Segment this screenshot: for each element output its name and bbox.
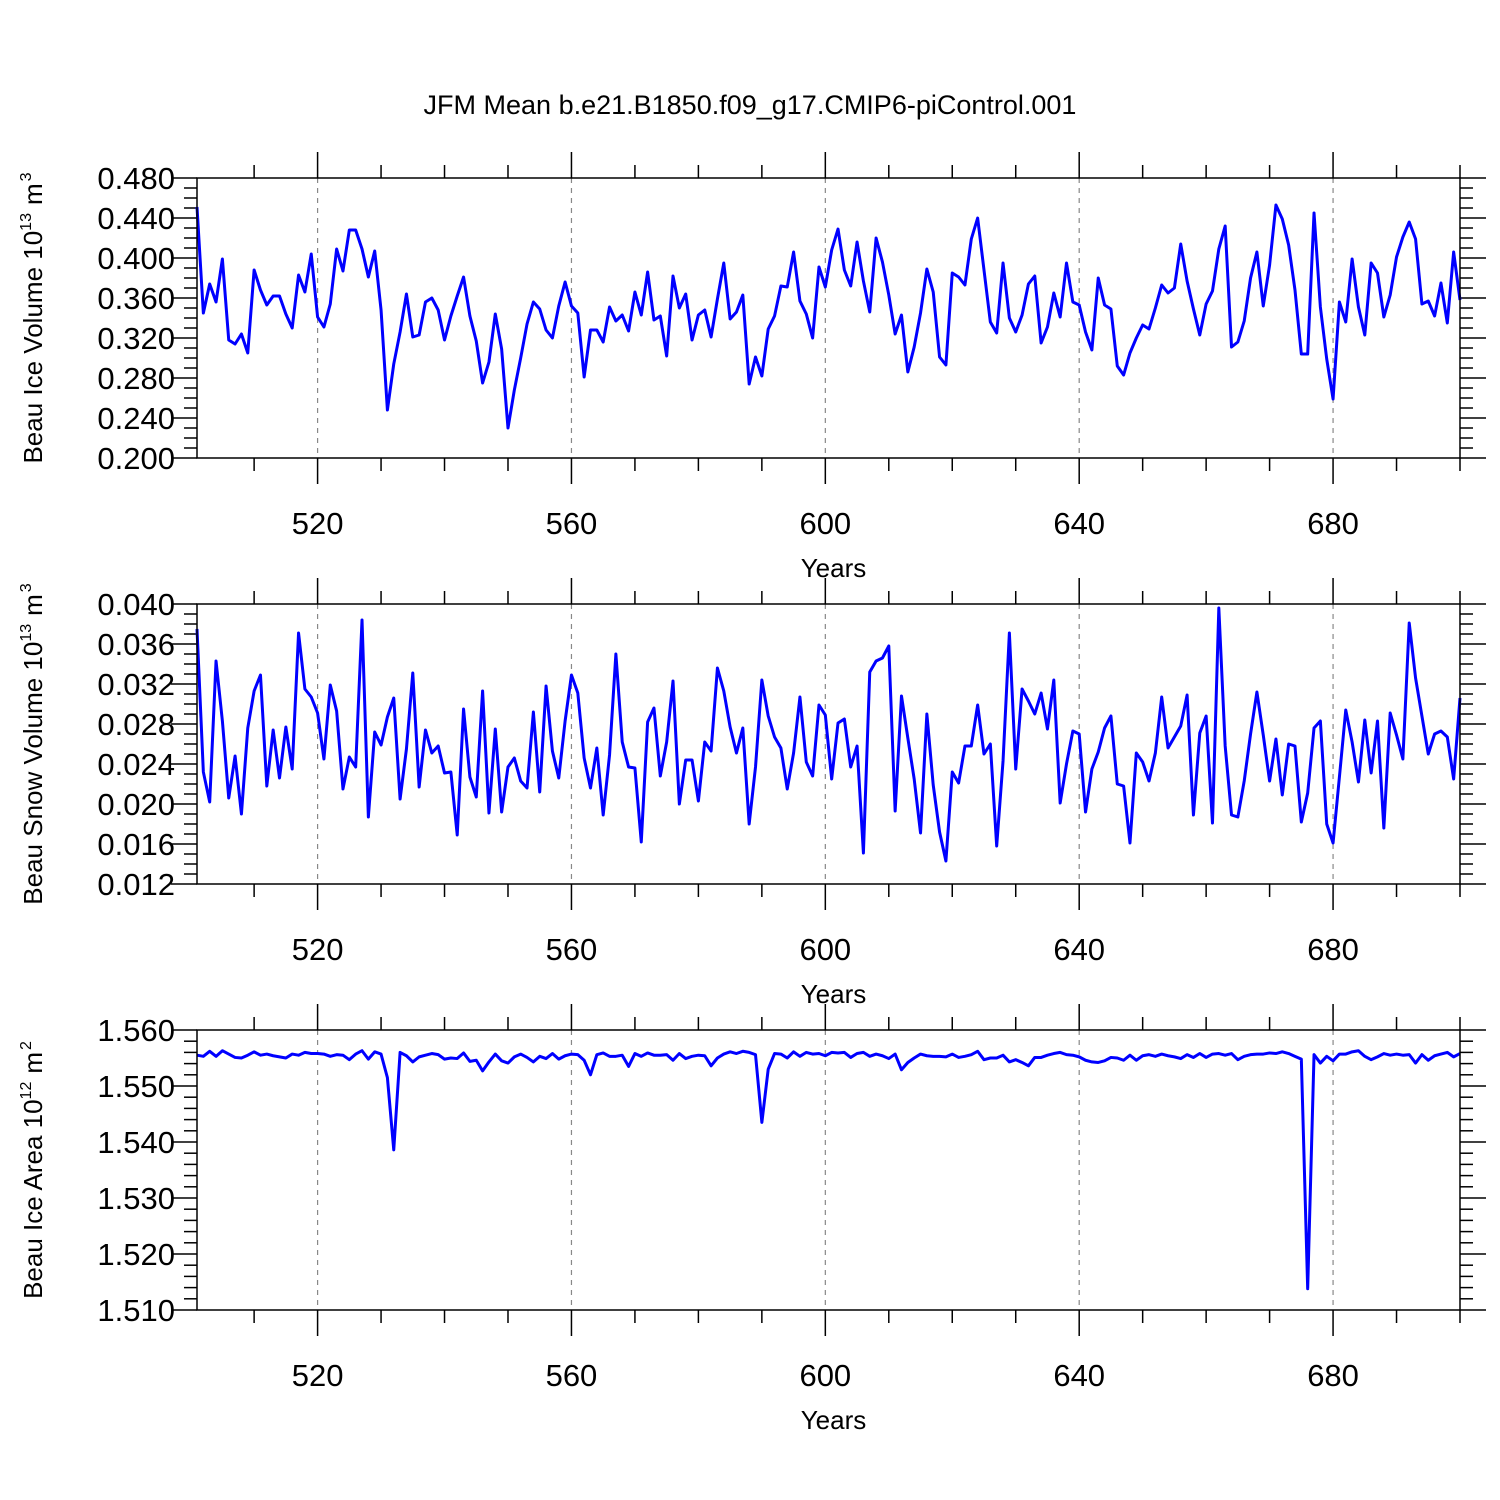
y-tick-label: 1.530 — [97, 1181, 175, 1216]
y-tick-label: 0.280 — [97, 361, 175, 396]
x-tick-label: 520 — [292, 1358, 344, 1393]
x-tick-label: 520 — [292, 932, 344, 967]
y-axis-title-unit-exponent: 3 — [18, 172, 35, 181]
y-tick-label: 1.550 — [97, 1069, 175, 1104]
y-tick-label: 1.520 — [97, 1237, 175, 1272]
x-tick-label: 640 — [1053, 932, 1105, 967]
y-tick-label: 1.510 — [97, 1293, 175, 1328]
y-axis-title-text: Beau Ice Area 10 — [18, 1099, 48, 1298]
y-tick-label: 0.028 — [97, 707, 175, 742]
data-line — [195, 606, 1462, 863]
y-tick-label: 0.032 — [97, 667, 175, 702]
y-axis-title-exponent: 13 — [18, 213, 35, 231]
x-tick-label: 640 — [1053, 1358, 1105, 1393]
y-tick-label: 0.024 — [97, 747, 175, 782]
x-tick-label: 680 — [1307, 932, 1359, 967]
x-tick-label: 560 — [546, 1358, 598, 1393]
figure-title: JFM Mean b.e21.B1850.f09_g17.CMIP6-piCon… — [424, 90, 1077, 120]
y-axis-title-unit: m — [18, 594, 48, 616]
x-tick-label: 520 — [292, 506, 344, 541]
x-tick-label: 560 — [546, 506, 598, 541]
x-tick-label: 600 — [799, 1358, 851, 1393]
y-axis-title: Beau Snow Volume 1013 m 3 — [18, 583, 48, 905]
x-axis-title: Years — [801, 979, 867, 1009]
x-tick-label: 680 — [1307, 506, 1359, 541]
y-tick-label: 0.360 — [97, 281, 175, 316]
x-tick-label: 640 — [1053, 506, 1105, 541]
plot-frame — [196, 177, 1461, 459]
y-tick-label: 1.560 — [97, 1013, 175, 1048]
y-axis-title-text: Beau Ice Volume 10 — [18, 231, 48, 464]
y-tick-label: 0.040 — [97, 587, 175, 622]
y-tick-label: 0.036 — [97, 627, 175, 662]
plot-frame — [196, 603, 1461, 885]
y-tick-label: 0.200 — [97, 441, 175, 476]
y-axis-title-unit: m — [18, 1052, 48, 1074]
data-line — [196, 1049, 1461, 1291]
y-axis-title: Beau Ice Area 1012 m 2 — [18, 1041, 48, 1299]
y-axis-title-text: Beau Snow Volume 10 — [18, 642, 48, 905]
y-tick-label: 0.020 — [97, 787, 175, 822]
data-line — [195, 203, 1462, 430]
y-axis-title-unit: m — [18, 183, 48, 205]
y-axis-title-exponent: 12 — [18, 1082, 35, 1100]
y-tick-label: 0.012 — [97, 867, 175, 902]
x-tick-label: 600 — [799, 506, 851, 541]
y-tick-label: 0.440 — [97, 201, 175, 236]
x-tick-label: 600 — [799, 932, 851, 967]
y-tick-label: 0.320 — [97, 321, 175, 356]
y-tick-label: 0.400 — [97, 241, 175, 276]
x-tick-label: 680 — [1307, 1358, 1359, 1393]
x-axis-title: Years — [801, 553, 867, 583]
y-tick-label: 0.016 — [97, 827, 175, 862]
x-axis-title: Years — [801, 1405, 867, 1435]
x-tick-label: 560 — [546, 932, 598, 967]
y-axis-title-unit-exponent: 2 — [18, 1041, 35, 1050]
y-axis-title: Beau Ice Volume 1013 m 3 — [18, 172, 48, 463]
y-tick-label: 1.540 — [97, 1125, 175, 1160]
y-tick-label: 0.240 — [97, 401, 175, 436]
plot-frame — [196, 1029, 1461, 1311]
y-axis-title-exponent: 13 — [18, 624, 35, 642]
y-tick-label: 0.480 — [97, 161, 175, 196]
y-axis-title-unit-exponent: 3 — [18, 583, 35, 592]
